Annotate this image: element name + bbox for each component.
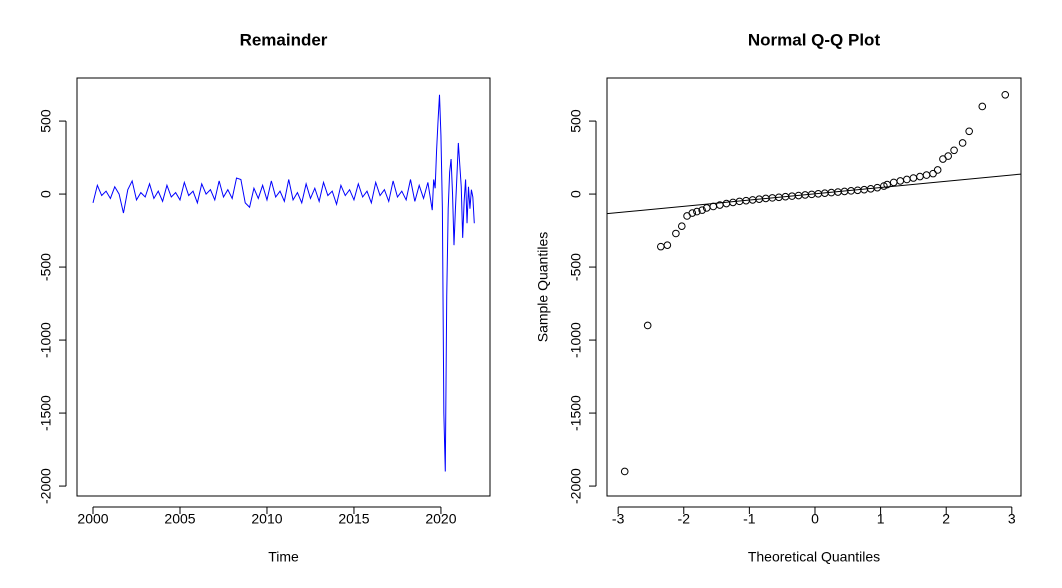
point <box>944 152 952 160</box>
y-tick-label: 500 <box>38 109 54 133</box>
x-axis-title: Theoretical Quantiles <box>748 549 880 565</box>
x-tick-label: 2020 <box>425 511 456 527</box>
y-tick-label: -1500 <box>38 395 54 431</box>
point <box>889 178 898 187</box>
point <box>620 467 629 476</box>
point <box>883 180 891 189</box>
point <box>688 209 697 217</box>
x-tick-label: 2010 <box>251 511 282 527</box>
x-tick-label: 0 <box>811 511 819 527</box>
x-tick-label: 2 <box>942 511 950 527</box>
point <box>643 321 652 330</box>
y-tick-label: -2000 <box>38 468 54 504</box>
point <box>950 146 958 155</box>
reference-line <box>607 173 1021 215</box>
chart-title: Normal Q-Q Plot <box>748 30 881 49</box>
plot-frame <box>76 77 491 497</box>
point <box>933 166 942 174</box>
point <box>677 222 686 230</box>
chart-title: Remainder <box>240 30 328 49</box>
point <box>672 229 680 238</box>
x-tick-label: -2 <box>678 511 691 527</box>
x-tick-label: 3 <box>1008 511 1016 527</box>
y-tick-label: -2000 <box>568 468 584 504</box>
y-tick-label: -1000 <box>568 322 584 358</box>
x-tick-label: 2000 <box>77 511 108 527</box>
point <box>693 207 701 216</box>
point <box>709 202 718 211</box>
x-tick-label: 2005 <box>164 511 195 527</box>
data-line <box>92 94 475 472</box>
x-tick-label: -1 <box>743 511 756 527</box>
point <box>903 175 911 184</box>
y-tick-label: -500 <box>38 253 54 281</box>
point <box>657 242 665 251</box>
x-tick-label: 1 <box>877 511 885 527</box>
point <box>965 127 973 136</box>
point <box>909 174 918 182</box>
y-tick-label: -500 <box>568 253 584 281</box>
point <box>896 177 905 185</box>
point <box>729 198 737 207</box>
x-tick-label: 2015 <box>338 511 369 527</box>
y-tick-label: 0 <box>38 190 54 198</box>
point <box>929 169 937 178</box>
point <box>722 199 731 208</box>
point <box>978 102 987 111</box>
x-tick-label: -3 <box>612 511 625 527</box>
y-tick-label: -1500 <box>568 395 584 431</box>
point <box>922 171 931 179</box>
point <box>663 241 672 249</box>
point <box>698 206 706 214</box>
point <box>916 172 924 181</box>
plot-frame <box>606 77 1022 497</box>
y-tick-label: 500 <box>568 109 584 133</box>
point <box>958 139 967 147</box>
point <box>1001 90 1010 99</box>
x-axis-title: Time <box>268 549 299 565</box>
y-tick-label: 0 <box>568 190 584 198</box>
y-axis-title: Sample Quantiles <box>535 232 551 343</box>
y-tick-label: -1000 <box>38 322 54 358</box>
